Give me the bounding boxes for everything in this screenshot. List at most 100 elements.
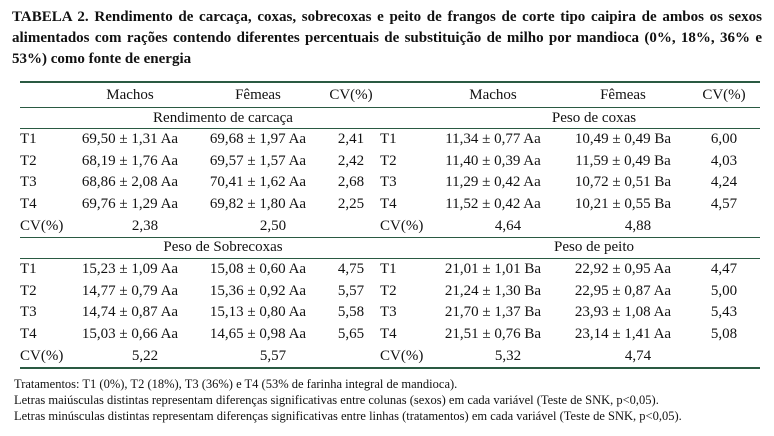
spacer-cell: [380, 107, 428, 129]
spacer-cell: [20, 237, 66, 259]
cell-femeas: 10,72 ± 0,51 Ba: [574, 174, 672, 191]
cell-machos: 68,86 ± 2,08 Aa: [81, 174, 179, 191]
empty-cell: [688, 345, 760, 368]
cv-femeas: 4,74: [624, 347, 652, 364]
row-label: T4: [380, 326, 397, 343]
cell-femeas: 10,21 ± 0,55 Ba: [574, 196, 672, 213]
section-header-row: Rendimento de carcaça Peso de coxas: [20, 107, 760, 129]
cell-machos: 21,01 ± 1,01 Ba: [444, 261, 542, 278]
col-header-machos-left: Machos: [66, 82, 194, 108]
cv-row-label: CV(%): [20, 215, 66, 238]
table-row: T4 15,03 ± 0,66 Aa 14,65 ± 0,98 Aa 5,65 …: [20, 324, 760, 346]
cell-femeas: 69,68 ± 1,97 Aa: [209, 131, 307, 148]
footnote-lowercase-letters: Letras minúsculas distintas representam …: [14, 408, 682, 423]
cv-machos: 4,64: [428, 215, 558, 238]
cell-femeas: 15,08 ± 0,60 Aa: [209, 261, 307, 278]
cv-row-label: CV(%): [380, 215, 428, 238]
empty-cell: [322, 345, 380, 368]
cell-femeas: 69,82 ± 1,80 Aa: [209, 196, 307, 213]
row-label: T3: [380, 174, 397, 191]
section-header-row: Peso de Sobrecoxas Peso de peito: [20, 237, 760, 259]
row-label: T4: [20, 326, 37, 343]
table-row: T3 68,86 ± 2,08 Aa 70,41 ± 1,62 Aa 2,68 …: [20, 172, 760, 194]
table-row: T3 14,74 ± 0,87 Aa 15,13 ± 0,80 Aa 5,58 …: [20, 302, 760, 324]
cell-femeas: 10,49 ± 0,49 Ba: [574, 131, 672, 148]
footnote-treatments: Tratamentos: T1 (0%), T2 (18%), T3 (36%)…: [14, 376, 458, 391]
cell-cv: 2,25: [337, 196, 365, 213]
cell-cv: 2,41: [337, 131, 365, 148]
cell-femeas: 15,36 ± 0,92 Aa: [209, 282, 307, 299]
cell-machos: 15,03 ± 0,66 Aa: [81, 326, 179, 343]
table-caption-label: TABELA 2.: [12, 9, 89, 25]
cell-femeas: 22,95 ± 0,87 Aa: [574, 282, 672, 299]
corner-cell-left: [20, 82, 66, 108]
row-label: T3: [20, 174, 37, 191]
col-header-femeas-left: Fêmeas: [194, 82, 322, 108]
row-label: T1: [20, 261, 37, 278]
corner-cell-right: [380, 82, 428, 108]
results-table: Machos Fêmeas CV(%) Machos Fêmeas CV(%) …: [20, 81, 760, 369]
cell-cv: 5,57: [337, 282, 365, 299]
table-row: T1 15,23 ± 1,09 Aa 15,08 ± 0,60 Aa 4,75 …: [20, 258, 760, 280]
document-page: TABELA 2. Rendimento de carcaça, coxas, …: [12, 7, 762, 424]
row-label: T1: [20, 131, 37, 148]
cv-row-label: CV(%): [380, 347, 424, 364]
cell-machos: 69,50 ± 1,31 Aa: [81, 131, 179, 148]
row-label: T2: [380, 152, 397, 169]
cell-femeas: 22,92 ± 0,95 Aa: [574, 261, 672, 278]
cell-femeas: 15,13 ± 0,80 Aa: [209, 304, 307, 321]
cell-machos: 14,74 ± 0,87 Aa: [81, 304, 179, 321]
row-label: T2: [20, 282, 37, 299]
cell-femeas: 23,14 ± 1,41 Aa: [574, 326, 672, 343]
spacer-cell: [380, 237, 428, 259]
row-label: T2: [380, 282, 397, 299]
table-row: T1 69,50 ± 1,31 Aa 69,68 ± 1,97 Aa 2,41 …: [20, 129, 760, 151]
cell-machos: 11,52 ± 0,42 Aa: [445, 196, 541, 213]
col-header-machos-right: Machos: [428, 82, 558, 108]
cv-machos: 5,22: [131, 347, 159, 364]
row-label: T1: [380, 131, 397, 148]
col-header-cv-left: CV(%): [322, 82, 380, 108]
footnote-uppercase-letters: Letras maiúsculas distintas representam …: [14, 392, 659, 407]
cell-cv: 4,75: [337, 261, 365, 278]
footnotes: Tratamentos: T1 (0%), T2 (18%), T3 (36%)…: [14, 376, 762, 424]
cv-machos: 2,38: [66, 215, 194, 238]
col-header-femeas-right: Fêmeas: [558, 82, 688, 108]
cell-cv: 5,08: [710, 326, 738, 343]
cell-femeas: 23,93 ± 1,08 Aa: [574, 304, 672, 321]
cell-cv: 6,00: [710, 131, 738, 148]
cell-machos: 69,76 ± 1,29 Aa: [81, 196, 179, 213]
table-header-row: Machos Fêmeas CV(%) Machos Fêmeas CV(%): [20, 82, 760, 108]
table-row: T2 14,77 ± 0,79 Aa 15,36 ± 0,92 Aa 5,57 …: [20, 281, 760, 303]
cell-cv: 5,58: [337, 304, 365, 321]
row-label: T3: [20, 304, 37, 321]
row-label: T1: [380, 261, 397, 278]
cell-machos: 68,19 ± 1,76 Aa: [81, 152, 179, 169]
cell-machos: 21,51 ± 0,76 Ba: [444, 326, 542, 343]
cv-row-label: CV(%): [20, 347, 64, 364]
cell-machos: 21,70 ± 1,37 Ba: [444, 304, 542, 321]
cell-femeas: 70,41 ± 1,62 Aa: [209, 174, 307, 191]
empty-cell: [322, 215, 380, 238]
table-caption-text: Rendimento de carcaça, coxas, sobrecoxas…: [12, 9, 763, 67]
section-title-peso-peito: Peso de peito: [428, 237, 760, 259]
table-caption: TABELA 2. Rendimento de carcaça, coxas, …: [12, 7, 762, 70]
table-row: T4 69,76 ± 1,29 Aa 69,82 ± 1,80 Aa 2,25 …: [20, 194, 760, 216]
cell-femeas: 11,59 ± 0,49 Ba: [575, 152, 671, 169]
section-title-peso-sobrecoxas: Peso de Sobrecoxas: [66, 237, 380, 259]
empty-cell: [688, 215, 760, 238]
cv-row: CV(%) 5,22 5,57 CV(%) 5,32 4,74: [20, 345, 760, 368]
cell-machos: 11,29 ± 0,42 Aa: [445, 174, 541, 191]
cell-femeas: 69,57 ± 1,57 Aa: [209, 152, 307, 169]
cell-cv: 5,43: [710, 304, 738, 321]
cell-cv: 5,65: [337, 326, 365, 343]
row-label: T4: [20, 196, 37, 213]
row-label: T4: [380, 196, 397, 213]
cell-cv: 4,03: [710, 152, 738, 169]
cell-machos: 21,24 ± 1,30 Ba: [444, 282, 542, 299]
cv-machos: 5,32: [494, 347, 522, 364]
section-title-rendimento-carcaca: Rendimento de carcaça: [66, 107, 380, 129]
cv-femeas: 4,88: [558, 215, 688, 238]
cell-machos: 14,77 ± 0,79 Aa: [81, 282, 179, 299]
cell-cv: 2,42: [337, 152, 365, 169]
